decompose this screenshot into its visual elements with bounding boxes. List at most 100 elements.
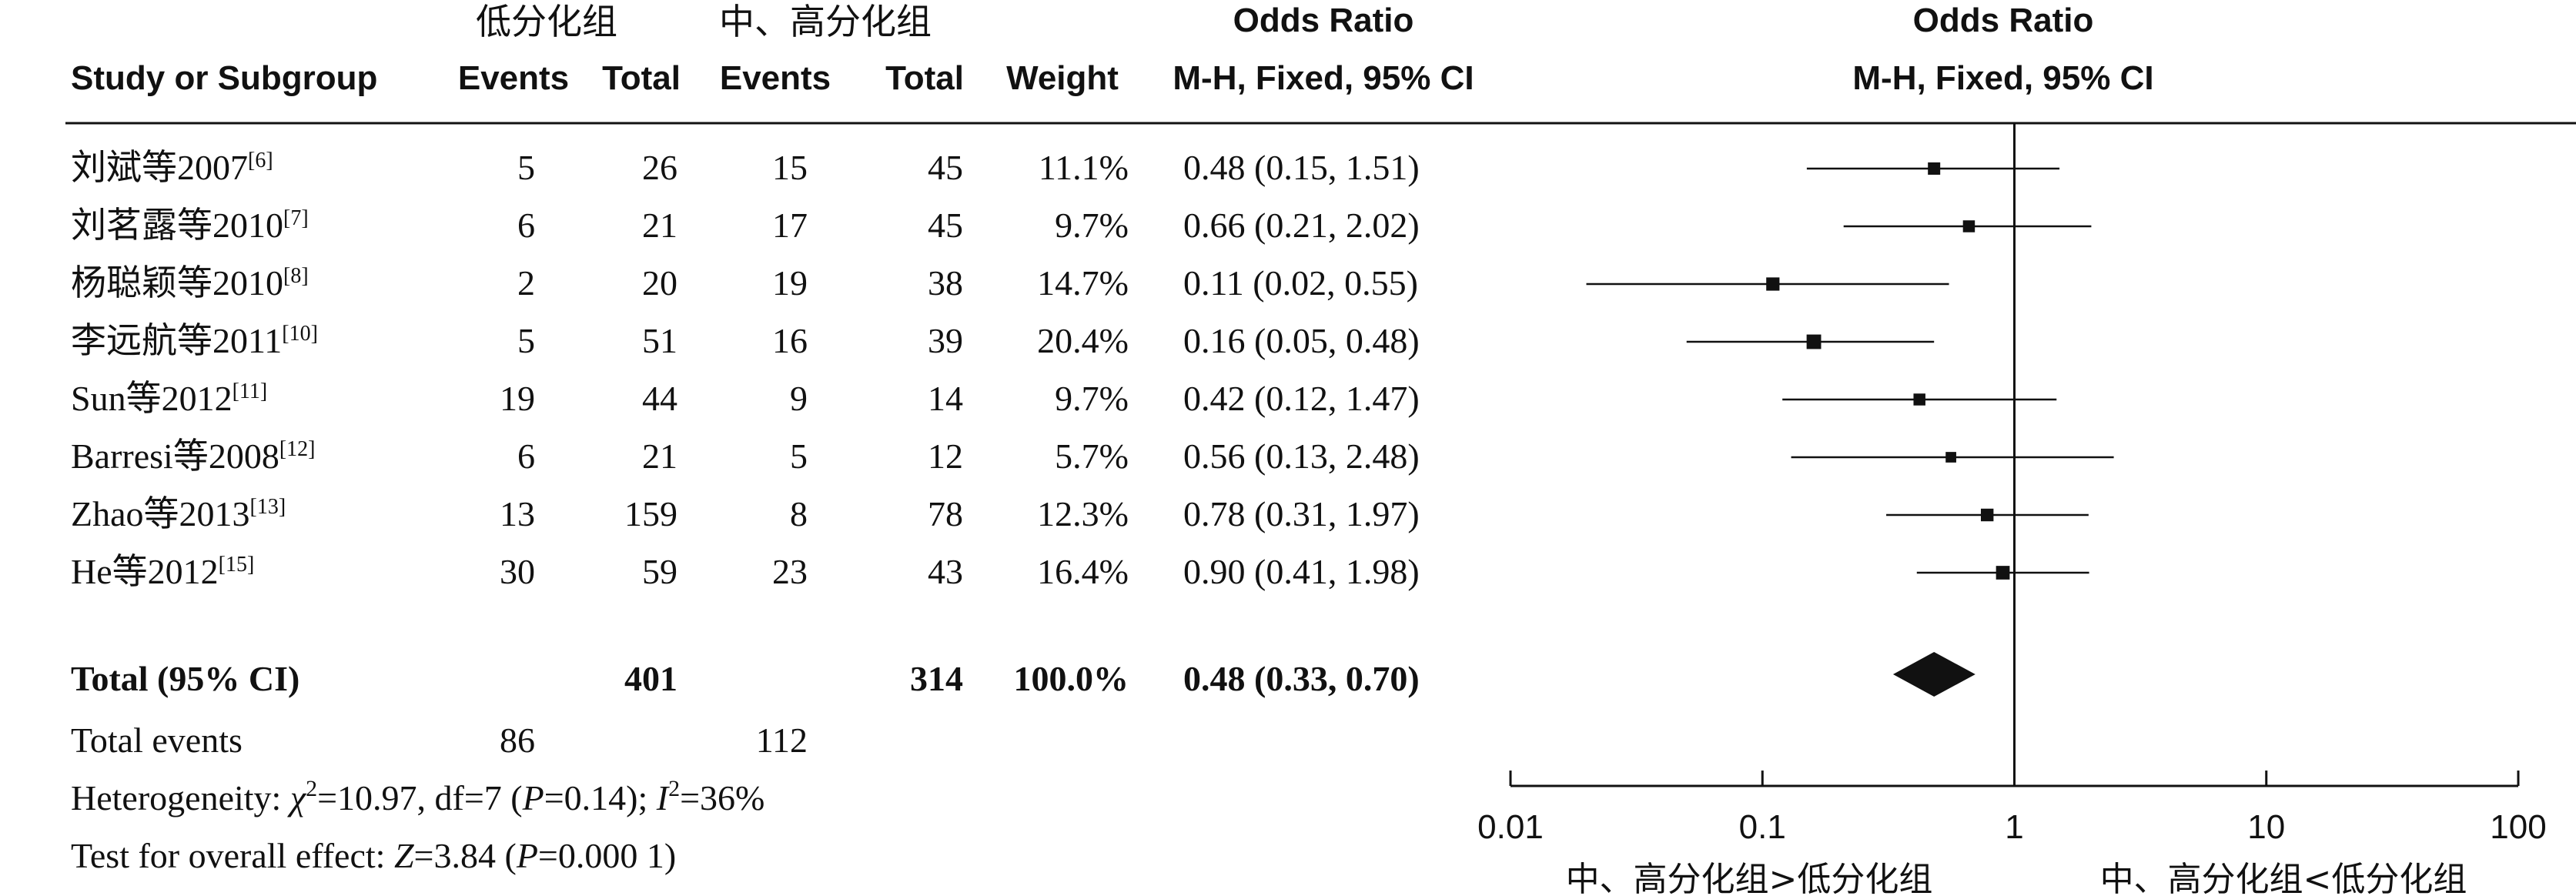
events1-cell: 30 [500, 552, 535, 591]
table-row: 李远航等2011[10] 5 51 16 39 20.4% 0.16 (0.05, 0.48… [71, 321, 1420, 360]
table-header: 低分化组 中、高分化组 Odds Ratio Odds Ratio Study … [71, 1, 2154, 97]
study-name-text: 刘茗露等2010 [71, 206, 283, 245]
study-name: 刘茗露等2010[7] [71, 206, 309, 245]
total-events-row: Total events 86 112 [71, 720, 808, 760]
point-estimate [1945, 452, 1956, 463]
study-name: Zhao等2013[13] [71, 494, 286, 533]
col-total1-header: Total [602, 59, 681, 97]
events2-cell: 5 [790, 436, 808, 476]
study-ref: [6] [248, 149, 273, 172]
tick-label: 10 [2247, 808, 2285, 846]
col-events2-header: Events [720, 59, 831, 97]
weight-cell: 14.7% [1037, 263, 1129, 303]
study-name: Barresi等2008[12] [71, 436, 316, 476]
point-estimate [1928, 162, 1941, 175]
col-weight-header: Weight [1006, 59, 1119, 97]
study-name: 杨聪颖等2010[8] [71, 263, 309, 303]
col-total2-header: Total [885, 59, 964, 97]
weight-cell: 11.1% [1039, 148, 1129, 187]
total2-cell: 45 [928, 148, 963, 187]
table-row: Sun等2012[11] 19 44 9 14 9.7% 0.42 (0.12, 1.47) [71, 379, 1420, 418]
study-ref: [15] [219, 553, 255, 577]
ci-cell: 0.48 (0.15, 1.51) [1183, 148, 1420, 187]
study-ref: [13] [250, 495, 286, 519]
point-estimate [1996, 566, 2010, 580]
axis-label-left: 中、高分化组>低分化组 [1566, 860, 1933, 896]
total2-cell: 38 [928, 263, 963, 303]
study-ref: [7] [283, 206, 309, 230]
study-name-text: 刘斌等2007 [71, 148, 248, 187]
total1-cell: 44 [642, 379, 677, 418]
table-row: 刘斌等2007[6] 5 26 15 45 11.1% 0.48 (0.15, 1.51) [71, 148, 1420, 187]
total-events-e1: 86 [500, 720, 535, 760]
table-row: 杨聪颖等2010[8] 2 20 19 38 14.7% 0.11 (0.02, 0.55) [71, 263, 1418, 303]
study-name-text: Zhao等2013 [71, 494, 250, 533]
table-row: He等2012[15] 30 59 23 43 16.4% 0.90 (0.41, 1.98… [71, 552, 1420, 591]
study-rows: 刘斌等2007[6] 5 26 15 45 11.1% 0.48 (0.15, 1.51)刘… [71, 148, 1420, 591]
total-weight: 100.0% [1014, 659, 1129, 698]
events1-cell: 6 [517, 436, 535, 476]
point-estimate [1913, 393, 1925, 406]
events2-cell: 9 [790, 379, 808, 418]
total1-cell: 26 [642, 148, 677, 187]
point-estimate [1980, 508, 1994, 522]
events1-cell: 13 [500, 494, 535, 533]
study-name-text: Sun等2012 [71, 379, 233, 418]
events1-cell: 5 [517, 321, 535, 360]
total2-cell: 39 [928, 321, 963, 360]
tick-label: 0.1 [1739, 808, 1786, 846]
total-row: Total (95% CI) 401 314 100.0% 0.48 (0.33… [71, 659, 1420, 698]
weight-cell: 5.7% [1055, 436, 1129, 476]
tick-label: 1 [2005, 808, 2023, 846]
ci-cell: 0.56 (0.13, 2.48) [1183, 436, 1420, 476]
study-name: He等2012[15] [71, 552, 254, 591]
weight-cell: 9.7% [1055, 206, 1129, 245]
point-estimate [1766, 277, 1780, 291]
weight-cell: 20.4% [1037, 321, 1129, 360]
table-row: 刘茗露等2010[7] 6 21 17 45 9.7% 0.66 (0.21, 2.02) [71, 206, 1420, 245]
total-ci: 0.48 (0.33, 0.70) [1183, 659, 1420, 698]
events1-cell: 2 [517, 263, 535, 303]
study-name: Sun等2012[11] [71, 379, 267, 418]
point-estimate [1962, 220, 1975, 232]
total1-cell: 21 [642, 436, 677, 476]
weight-cell: 12.3% [1037, 494, 1129, 533]
overall-effect-text: Test for overall effect: Z=3.84 (P=0.000… [71, 836, 676, 875]
total2-cell: 78 [928, 494, 963, 533]
total2-cell: 12 [928, 436, 963, 476]
study-name: 李远航等2011[10] [71, 321, 318, 360]
events2-cell: 15 [772, 148, 808, 187]
study-name-text: He等2012 [71, 552, 219, 591]
ci-cell: 0.78 (0.31, 1.97) [1183, 494, 1420, 533]
total1-cell: 159 [624, 494, 677, 533]
total1-cell: 59 [642, 552, 677, 591]
ci-cell: 0.16 (0.05, 0.48) [1183, 321, 1420, 360]
plot-header-title: Odds Ratio [1913, 2, 2094, 39]
study-ref: [8] [283, 264, 309, 288]
or-header-title: Odds Ratio [1233, 2, 1414, 39]
or-header-method: M-H, Fixed, 95% CI [1173, 59, 1474, 97]
study-ref: [11] [233, 379, 268, 403]
total1-cell: 20 [642, 263, 677, 303]
study-name-text: Barresi等2008 [71, 436, 279, 476]
total-t2: 314 [910, 659, 963, 698]
total-label: Total (95% CI) [71, 659, 299, 698]
events2-cell: 8 [790, 494, 808, 533]
study-name-text: 李远航等2011 [71, 321, 282, 360]
tick-label: 100 [2490, 808, 2546, 846]
total1-cell: 51 [642, 321, 677, 360]
total-events-e2: 112 [756, 720, 808, 760]
plot-area: 0.01 0.1 1 10 100 [1477, 123, 2547, 846]
ci-cell: 0.90 (0.41, 1.98) [1183, 552, 1420, 591]
point-estimate [1806, 334, 1822, 349]
col-events1-header: Events [458, 59, 569, 97]
study-ref: [10] [282, 322, 318, 346]
events2-cell: 16 [772, 321, 808, 360]
plot-header-method: M-H, Fixed, 95% CI [1852, 59, 2153, 97]
table-row: Barresi等2008[12] 6 21 5 12 5.7% 0.56 (0.13, 2.… [71, 436, 1420, 476]
events2-cell: 23 [772, 552, 808, 591]
total2-cell: 43 [928, 552, 963, 591]
weight-cell: 16.4% [1037, 552, 1129, 591]
total2-cell: 14 [928, 379, 963, 418]
